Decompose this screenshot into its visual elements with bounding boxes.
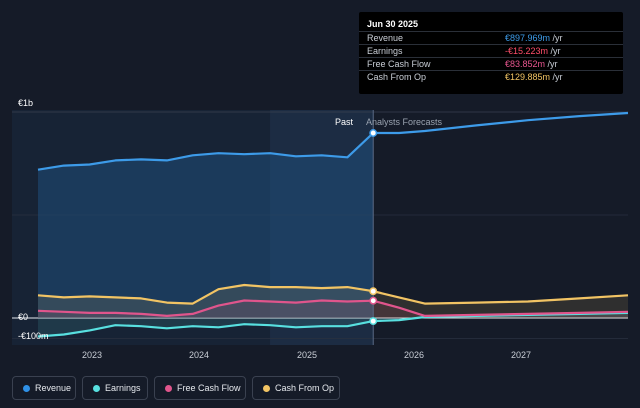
tooltip-date: Jun 30 2025 <box>367 19 419 29</box>
x-tick-label: 2023 <box>81 350 103 360</box>
tooltip-label: Revenue <box>367 33 404 43</box>
legend-dot <box>263 385 270 392</box>
legend-item-free-cash-flow[interactable]: Free Cash Flow <box>154 376 246 400</box>
y-tick-label: €1b <box>18 98 34 108</box>
legend-dot <box>23 385 30 392</box>
x-tick-label: 2024 <box>188 350 210 360</box>
y-tick-label: -€100m <box>18 331 49 341</box>
tooltip-value: €129.885m /yr <box>505 72 563 82</box>
revenue-area <box>38 133 374 318</box>
tooltip-row-fcf: Free Cash Flow €83.852m /yr <box>359 57 623 70</box>
legend-label: Revenue <box>35 383 72 393</box>
legend-item-earnings[interactable]: Earnings <box>82 376 148 400</box>
legend-label: Earnings <box>105 383 141 393</box>
series-line-revenue <box>37 111 629 171</box>
legend-item-cash-from-op[interactable]: Cash From Op <box>252 376 340 400</box>
series-area <box>38 300 628 318</box>
legend-label: Cash From Op <box>275 383 335 393</box>
series-marker <box>369 287 378 296</box>
tooltip-value: -€15.223m /yr <box>505 46 561 56</box>
series-marker <box>369 129 378 137</box>
tooltip-row-earnings: Earnings -€15.223m /yr <box>359 44 623 57</box>
past-label: Past <box>335 117 354 127</box>
tooltip-value: €897.969m /yr <box>505 33 563 43</box>
legend-dot <box>165 385 172 392</box>
tooltip-label: Earnings <box>367 46 403 56</box>
series-marker <box>369 317 378 326</box>
forecast-label: Analysts Forecasts <box>366 117 443 127</box>
tooltip-label: Free Cash Flow <box>367 59 431 69</box>
series-line-free-cash-flow <box>37 299 629 317</box>
series-area <box>38 312 628 337</box>
tooltip-label: Cash From Op <box>367 72 427 82</box>
tooltip: Jun 30 2025 Revenue €897.969m /yr Earnin… <box>359 12 623 94</box>
x-tick-label: 2025 <box>296 350 318 360</box>
tooltip-row-cfo: Cash From Op €129.885m /yr <box>359 70 623 83</box>
y-tick-label: €0 <box>18 312 29 322</box>
x-tick-label: 2027 <box>510 350 532 360</box>
series-marker <box>369 296 378 305</box>
tooltip-value: €83.852m /yr <box>505 59 558 69</box>
legend-item-revenue[interactable]: Revenue <box>12 376 76 400</box>
legend-label: Free Cash Flow <box>177 383 241 393</box>
legend-dot <box>93 385 100 392</box>
x-tick-label: 2026 <box>403 350 425 360</box>
series-line-cash-from-op <box>37 283 629 305</box>
tooltip-row-revenue: Revenue €897.969m /yr <box>359 31 623 44</box>
